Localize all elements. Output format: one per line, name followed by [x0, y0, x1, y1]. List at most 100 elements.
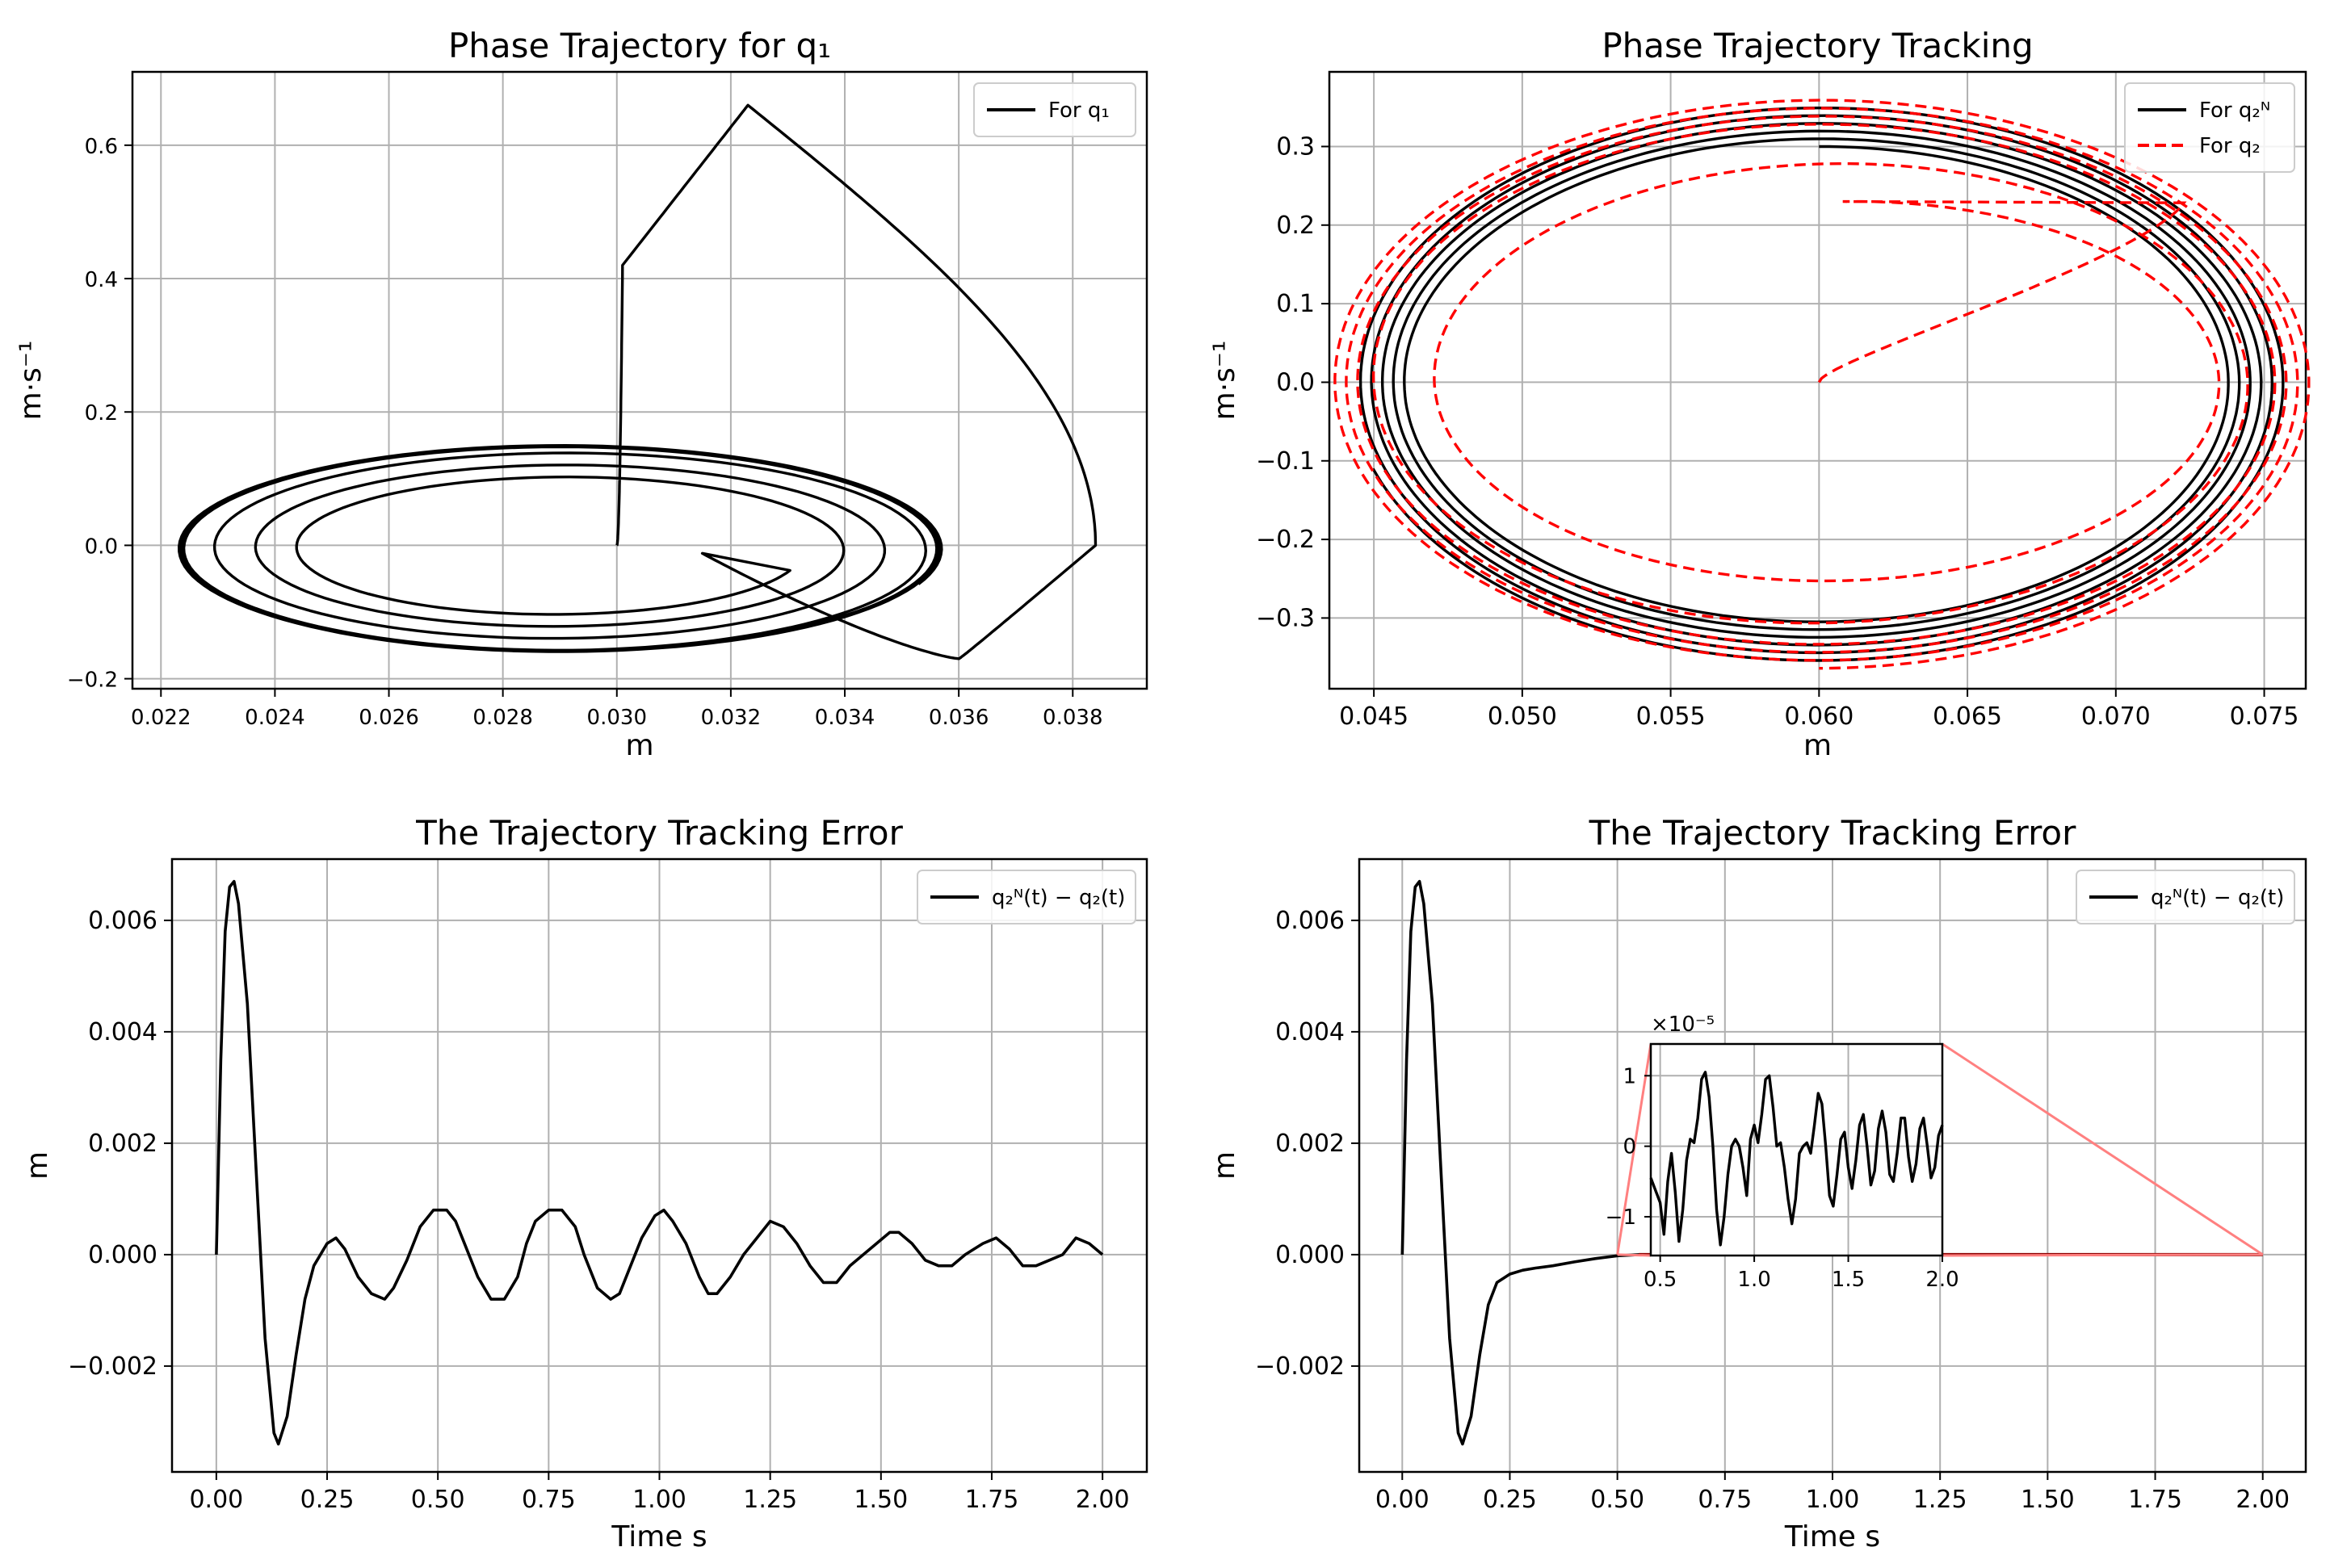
legend-label: For q₁: [1048, 99, 1110, 123]
y-tick-label: 0.1: [1276, 290, 1315, 318]
inset-background: [1651, 1044, 1942, 1256]
x-tick-label: 0.75: [1698, 1486, 1752, 1514]
y-tick-label: −0.2: [1256, 526, 1315, 554]
y-tick-label: 0.002: [88, 1130, 157, 1158]
x-tick-label: 0.050: [1488, 702, 1557, 731]
legend-label: q₂ᴺ(t) − q₂(t): [992, 886, 1125, 910]
x-tick-label: 2.00: [1076, 1486, 1130, 1514]
inset-axes: 0.5 1.0 1.5 2.0 −1 0 1 ×10⁻⁵: [1606, 1012, 1959, 1292]
x-tick-label: 1.25: [1913, 1486, 1967, 1514]
x-axis-label: Time s: [1784, 1520, 1880, 1553]
legend-label: For q₂: [2199, 134, 2261, 158]
x-tick-label: 0.022: [131, 706, 191, 730]
chart-title: The Trajectory Tracking Error: [415, 813, 903, 853]
y-tick-label: 0.000: [88, 1241, 157, 1269]
inset-x-tick-label: 1.5: [1832, 1268, 1865, 1292]
zoom-connector: [1942, 1042, 2264, 1256]
axes-frame: [170, 857, 1148, 1474]
x-tick-label: 1.50: [2021, 1486, 2075, 1514]
inset-x-tick-label: 0.5: [1644, 1268, 1677, 1292]
x-tick-label: 0.075: [2230, 702, 2299, 731]
zoom-connector: [1616, 1043, 1652, 1256]
x-tick-label: 0.25: [1483, 1486, 1537, 1514]
chart-title: Phase Trajectory Tracking: [1602, 26, 2033, 65]
zoom-connector: [1617, 1253, 1652, 1257]
y-axis-label: m·s⁻¹: [1208, 341, 1241, 421]
axes-frame: [1328, 70, 2307, 690]
inset-frame: [1649, 1042, 1944, 1257]
inset-y-tick-label: 0: [1623, 1135, 1636, 1159]
series-line-q1: [177, 103, 1098, 660]
x-tick-label: 0.028: [472, 706, 532, 730]
legend-label: For q₂ᴺ: [2199, 99, 2270, 123]
y-tick-label: 0.2: [85, 401, 118, 426]
x-tick-label: 0.026: [359, 706, 418, 730]
x-axis-label: m: [1803, 729, 1832, 762]
y-axis-label: m: [21, 1151, 54, 1180]
x-tick-label: 0.030: [587, 706, 647, 730]
y-tick-label: 0.0: [1276, 368, 1315, 396]
inset-x-tick-label: 1.0: [1737, 1268, 1770, 1292]
x-tick-label: 0.036: [929, 706, 989, 730]
x-tick-label: 1.25: [743, 1486, 797, 1514]
y-tick-label: 0.0: [85, 535, 118, 559]
y-axis-label: m·s⁻¹: [15, 341, 48, 421]
axes-frame: [131, 70, 1148, 690]
y-tick-label: 0.2: [1276, 212, 1315, 240]
series-line-q2N: [1358, 106, 2285, 662]
x-tick-label: 1.75: [965, 1486, 1019, 1514]
x-tick-label: 1.00: [1806, 1486, 1860, 1514]
y-tick-label: 0.4: [85, 268, 118, 292]
chart-panel-1: 0.022 0.024 0.026 0.028 0.030 0.032 0.034 0.036…: [15, 26, 1148, 762]
x-tick-label: 1.00: [632, 1486, 686, 1514]
inset-multiplier-label: ×10⁻⁵: [1651, 1012, 1715, 1037]
legend-label: q₂ᴺ(t) − q₂(t): [2151, 886, 2284, 910]
x-tick-label: 0.060: [1784, 702, 1854, 731]
x-axis-label: m: [625, 729, 653, 762]
inset-x-tick-label: 2.0: [1925, 1268, 1958, 1292]
x-tick-label: 0.065: [1933, 702, 2002, 731]
y-tick-label: 0.002: [1275, 1130, 1345, 1158]
y-tick-label: 0.006: [1275, 907, 1345, 935]
y-tick-label: 0.3: [1276, 132, 1315, 161]
y-tick-label: 0.004: [1275, 1018, 1345, 1046]
legend-box: [2124, 82, 2295, 173]
legend-box: [973, 82, 1136, 137]
chart-title: The Trajectory Tracking Error: [1589, 813, 2076, 853]
x-tick-label: 0.024: [245, 706, 304, 730]
chart-panel-2: 0.045 0.050 0.055 0.060 0.065 0.070 0.075 −0.3 −…: [1208, 26, 2311, 762]
legend-box: [2076, 870, 2295, 924]
y-tick-label: 0.004: [88, 1018, 157, 1046]
legend-box: [917, 870, 1136, 924]
x-tick-label: 0.070: [2081, 702, 2151, 731]
x-tick-label: 0.032: [701, 706, 761, 730]
x-tick-label: 0.055: [1636, 702, 1706, 731]
y-axis-label: m: [1208, 1151, 1241, 1180]
y-tick-label: −0.002: [68, 1352, 157, 1381]
y-tick-label: −0.2: [67, 669, 118, 693]
x-tick-label: 0.034: [815, 706, 875, 730]
y-tick-label: 0.006: [88, 907, 157, 935]
inset-y-tick-label: 1: [1623, 1064, 1636, 1088]
x-tick-label: 0.25: [300, 1486, 355, 1514]
x-tick-label: 0.00: [189, 1486, 243, 1514]
y-tick-label: 0.6: [85, 135, 118, 159]
x-tick-label: 1.75: [2128, 1486, 2182, 1514]
inset-y-tick-label: −1: [1606, 1205, 1636, 1230]
y-tick-label: −0.1: [1256, 447, 1315, 476]
chart-title: Phase Trajectory for q₁: [448, 26, 831, 65]
x-tick-label: 0.00: [1375, 1486, 1429, 1514]
inset-series-line: [1649, 1071, 1944, 1247]
y-tick-label: −0.002: [1255, 1352, 1345, 1381]
y-tick-label: 0.000: [1275, 1241, 1345, 1269]
x-tick-label: 2.00: [2236, 1486, 2290, 1514]
zoom-connector: [1942, 1253, 2263, 1257]
x-tick-label: 0.75: [522, 1486, 576, 1514]
chart-panel-4: 0.00 0.25 0.50 0.75 1.00 1.25 1.50 1.75 2.00−0.0…: [1208, 813, 2307, 1553]
x-tick-label: 0.50: [411, 1486, 465, 1514]
y-tick-label: −0.3: [1256, 604, 1315, 632]
series-line-q2: [1333, 99, 2311, 670]
x-tick-label: 0.50: [1590, 1486, 1644, 1514]
chart-panel-3: 0.00 0.25 0.50 0.75 1.00 1.25 1.50 1.75 2.00 −0.0…: [21, 813, 1148, 1553]
